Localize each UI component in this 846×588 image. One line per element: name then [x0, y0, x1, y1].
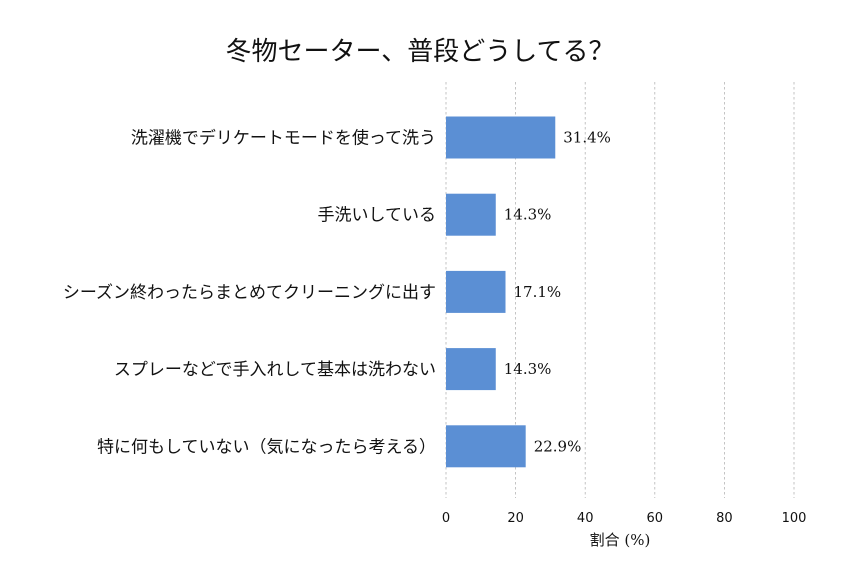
bar: [446, 270, 506, 313]
value-label: 31.4%: [563, 129, 611, 147]
value-label: 14.3%: [504, 206, 552, 224]
value-label: 14.3%: [504, 360, 552, 378]
value-labels: 31.4% 14.3% 17.1% 14.3% 22.9%: [504, 129, 611, 456]
chart-title: 冬物セーター、普段どうしてる？: [226, 37, 615, 67]
x-tick-label: 60: [647, 511, 664, 526]
category-label: 洗濯機でデリケートモードを使って洗う: [131, 128, 436, 149]
value-label: 22.9%: [534, 437, 582, 455]
x-tick-label: 20: [507, 511, 524, 526]
x-tick-label: 80: [716, 511, 733, 526]
x-tick-label: 0: [442, 511, 450, 526]
category-label: シーズン終わったらまとめてクリーニングに出す: [63, 283, 436, 303]
bar: [446, 425, 526, 468]
x-tick-label: 100: [782, 511, 807, 526]
bar: [446, 193, 496, 236]
bars: [446, 116, 556, 468]
x-tick-label: 40: [577, 511, 594, 526]
bar: [446, 116, 556, 159]
x-axis-label: 割合 (%): [590, 531, 651, 549]
category-label: 特に何もしていない（気になったら考える）: [97, 437, 436, 457]
x-axis-ticks: 0 20 40 60 80 100: [442, 511, 807, 526]
value-label: 17.1%: [514, 283, 562, 301]
bar: [446, 348, 496, 391]
category-label: スプレーなどで手入れして基本は洗わない: [114, 360, 436, 380]
category-labels: 洗濯機でデリケートモードを使って洗う手洗いしているシーズン終わったらまとめてクリ…: [63, 128, 436, 458]
category-label: 手洗いしている: [318, 206, 437, 226]
